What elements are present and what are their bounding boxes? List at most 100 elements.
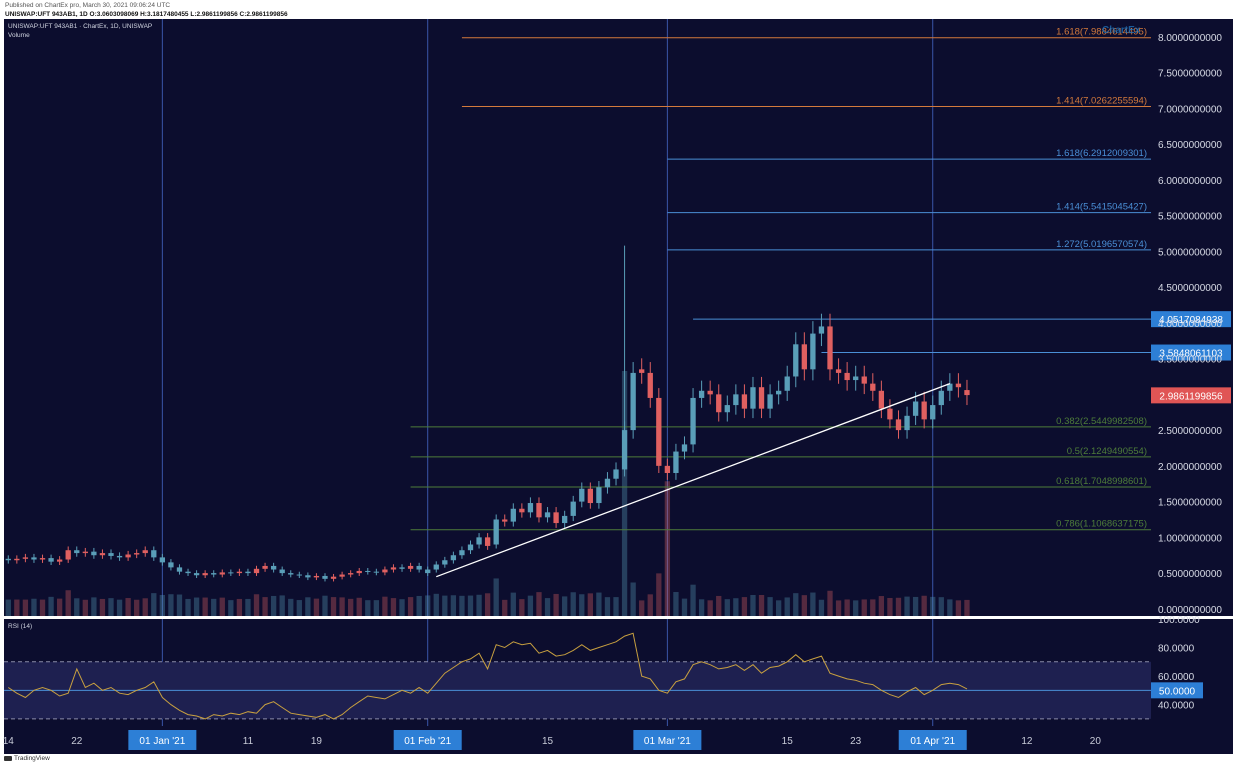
volume-bar [348, 598, 354, 616]
y-tick-label: 6.0000000000 [1158, 176, 1222, 187]
candle [5, 558, 11, 561]
candle [656, 397, 662, 466]
candle [793, 344, 799, 377]
fib-level-label: 1.414(5.5415045427) [1056, 202, 1147, 213]
candle [587, 488, 593, 504]
y-tick-label: 2.0000000000 [1158, 462, 1222, 473]
candle [296, 574, 302, 576]
volume-bar [579, 594, 585, 616]
rsi-line [8, 632, 968, 720]
candle [853, 376, 859, 381]
candle [159, 557, 166, 563]
candle [536, 503, 542, 518]
candle [947, 383, 953, 391]
support-trendline[interactable] [436, 383, 951, 578]
candle [211, 573, 217, 575]
candle [202, 573, 208, 576]
volume-bar [784, 597, 790, 616]
candle [895, 419, 902, 431]
ohlc-readout: UNISWAP:UFT 943AB1, 1D O:3.0603098069 H:… [5, 11, 288, 18]
candle [56, 559, 63, 562]
volume-bar [459, 595, 465, 616]
x-tick-highlight [898, 730, 967, 750]
volume-bar [476, 594, 482, 616]
candle [716, 394, 722, 413]
candle [22, 557, 29, 559]
rsi-tick-label: 100.0000 [1158, 615, 1200, 626]
candle [750, 387, 756, 409]
volume-bar [399, 599, 405, 616]
candle [253, 568, 260, 574]
volume-bar [793, 593, 799, 616]
volume-bar [570, 592, 576, 616]
volume-bar [296, 600, 302, 616]
candle [553, 512, 559, 524]
volume-bar [339, 597, 345, 616]
candle [827, 326, 833, 370]
volume-bar [253, 594, 260, 616]
y-tick-label: 5.0000000000 [1158, 247, 1222, 258]
volume-bar [56, 598, 63, 616]
candle [382, 569, 388, 573]
candle [527, 503, 534, 513]
volume-bar [14, 599, 20, 616]
candle [733, 394, 739, 406]
volume-bar [99, 598, 106, 616]
volume-bar [853, 600, 859, 616]
candle [621, 430, 628, 470]
y-tick-label: 0.0000000000 [1158, 605, 1222, 616]
candle [870, 383, 876, 391]
candle [262, 565, 268, 569]
volume-bar [912, 596, 919, 616]
candle [912, 401, 919, 416]
volume-bar [228, 600, 234, 616]
volume-bar [185, 598, 191, 616]
chart-header: Published on ChartEx pro, March 30, 2021… [0, 0, 1233, 34]
candle [39, 558, 46, 560]
candle [125, 554, 131, 558]
volume-bar [270, 595, 277, 616]
volume-bar [202, 597, 208, 616]
volume-bar [211, 598, 217, 616]
y-tick-label: 2.5000000000 [1158, 426, 1222, 437]
fib-level-label: 1.414(7.0262255594) [1056, 96, 1147, 107]
candle [767, 394, 773, 409]
x-tick-highlight [128, 730, 197, 750]
candle [887, 408, 893, 420]
x-tick-highlight [393, 730, 462, 750]
volume-bar [288, 598, 294, 616]
candle [510, 508, 516, 522]
candle [493, 519, 499, 545]
x-axis-background [4, 726, 1233, 754]
volume-bar [390, 598, 397, 616]
x-tick-label: 01 Apr '21 [910, 736, 955, 747]
volume-bar [134, 599, 140, 616]
volume-bar [921, 595, 927, 616]
volume-bar [450, 595, 457, 616]
x-tick-label: 14 [3, 736, 15, 747]
volume-bar [870, 599, 876, 616]
x-tick-label: 01 Feb '21 [404, 736, 451, 747]
candle [741, 394, 748, 409]
current-price-badge [1151, 387, 1231, 404]
volume-bar [964, 599, 970, 616]
volume-bar [236, 598, 243, 616]
y-tick-label: 3.5000000000 [1158, 355, 1222, 366]
volume-bar [596, 592, 602, 616]
candle [48, 558, 54, 562]
candle [544, 512, 551, 518]
volume-bar [279, 595, 285, 616]
volume-bar [519, 599, 525, 616]
volume-bar [39, 599, 46, 616]
candle [407, 565, 414, 569]
volume-bar [664, 481, 671, 616]
candle [330, 576, 337, 579]
volume-bar [887, 597, 893, 616]
volume-bar [630, 582, 636, 616]
candle [425, 569, 431, 574]
volume-bar [835, 600, 842, 616]
candle [955, 383, 962, 388]
y-tick-label: 0.5000000000 [1158, 569, 1222, 580]
volume-bar [31, 598, 37, 616]
